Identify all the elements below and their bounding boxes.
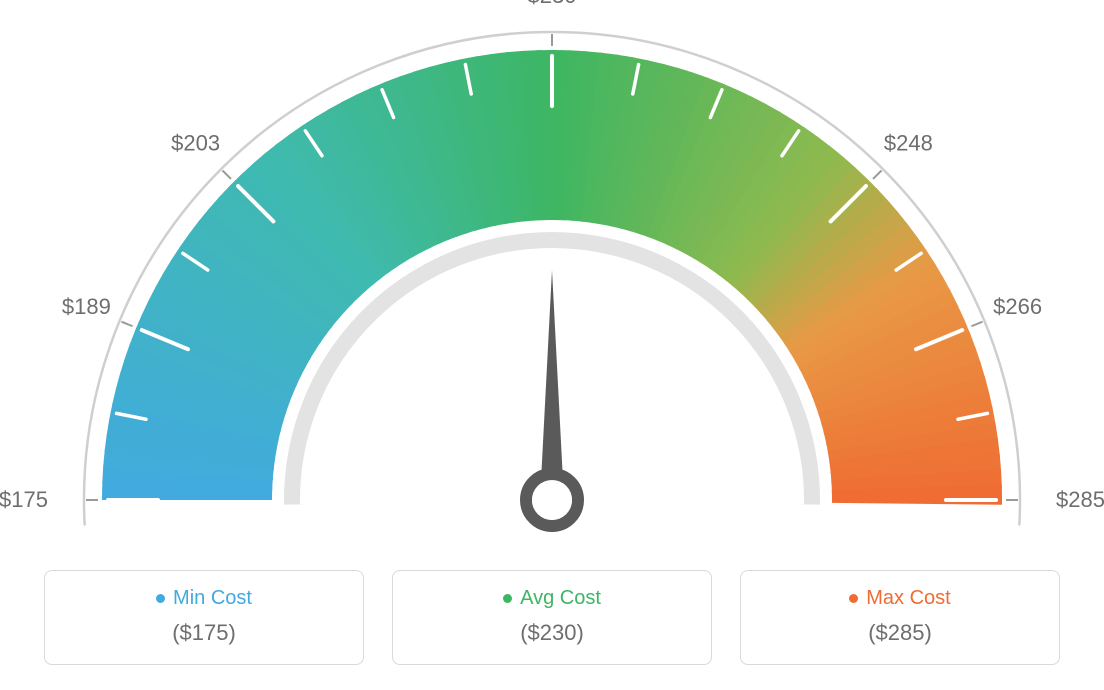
legend-max-label: Max Cost bbox=[849, 587, 950, 610]
legend-avg-value: ($230) bbox=[393, 620, 711, 646]
svg-text:$175: $175 bbox=[0, 487, 48, 512]
dot-icon bbox=[503, 594, 512, 603]
svg-text:$285: $285 bbox=[1056, 487, 1104, 512]
dot-icon bbox=[156, 594, 165, 603]
legend-row: Min Cost ($175) Avg Cost ($230) Max Cost… bbox=[0, 570, 1104, 665]
dot-icon bbox=[849, 594, 858, 603]
svg-text:$248: $248 bbox=[884, 131, 933, 156]
legend-min-card: Min Cost ($175) bbox=[44, 570, 364, 665]
svg-text:$230: $230 bbox=[528, 0, 577, 8]
svg-text:$189: $189 bbox=[62, 294, 111, 319]
legend-max-card: Max Cost ($285) bbox=[740, 570, 1060, 665]
legend-avg-card: Avg Cost ($230) bbox=[392, 570, 712, 665]
svg-text:$203: $203 bbox=[171, 131, 220, 156]
legend-min-text: Min Cost bbox=[173, 587, 252, 610]
legend-max-text: Max Cost bbox=[866, 587, 950, 610]
legend-avg-label: Avg Cost bbox=[503, 587, 601, 610]
svg-text:$266: $266 bbox=[993, 294, 1042, 319]
legend-avg-text: Avg Cost bbox=[520, 587, 601, 610]
legend-min-value: ($175) bbox=[45, 620, 363, 646]
legend-min-label: Min Cost bbox=[156, 587, 252, 610]
cost-gauge: $175 $189 $203 $230 $248 $266 $285 bbox=[0, 0, 1104, 560]
legend-max-value: ($285) bbox=[741, 620, 1059, 646]
gauge-svg: $175 $189 $203 $230 $248 $266 $285 bbox=[0, 0, 1104, 560]
